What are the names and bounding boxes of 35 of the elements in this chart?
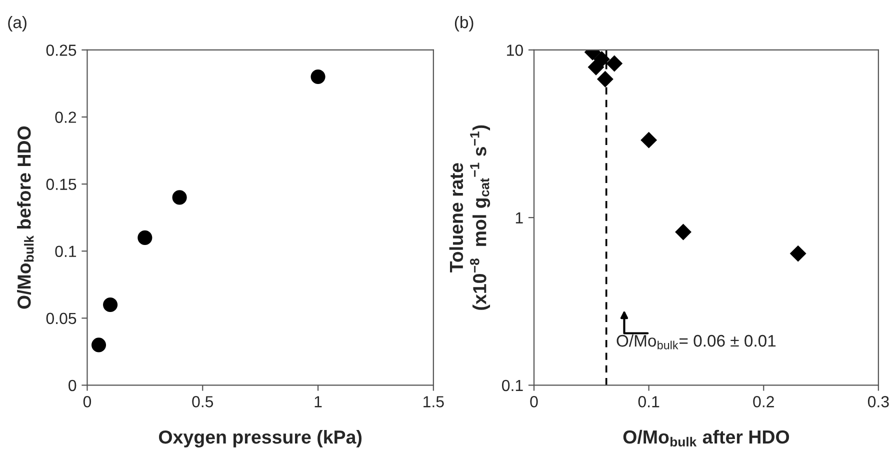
y-tick-label: 0.05: [46, 312, 76, 324]
point: [675, 224, 692, 240]
x-tick-label: 1: [314, 396, 322, 408]
point: [310, 69, 326, 84]
x-tick-label: 1.5: [424, 396, 444, 408]
point: [640, 132, 658, 148]
point: [594, 51, 610, 68]
x-tick-label: 0: [530, 396, 538, 408]
text: Toluene rate (x10$^{−8}$ mol g$_{cat}$$^{−1}$ s$^{−1}$): [449, 125, 490, 310]
point: [606, 55, 623, 72]
point: [138, 230, 152, 245]
y-tick-label: 0: [68, 380, 76, 392]
point: [91, 338, 106, 352]
y-tick-label: 10: [507, 44, 523, 56]
chart-title: (a): [8, 16, 26, 32]
y-axis-title: O/Mo$_{bulk}$ before HDO: [17, 126, 34, 309]
x-tick-label: 0.2: [753, 396, 774, 408]
x-tick-label: 0: [83, 396, 92, 408]
x-axis-title: Oxygen pressure (kPa): [158, 430, 362, 448]
y-tick-label: 0.1: [55, 246, 76, 258]
y-tick-label: 0.2: [55, 112, 76, 123]
x-tick-label: 0.1: [638, 396, 660, 408]
point: [103, 297, 118, 312]
x-axis-title: O/Mo$_{bulk}$ after HDO: [623, 430, 790, 447]
y-tick-label: 0.1: [502, 380, 523, 392]
y-tick-label: 0.25: [46, 44, 76, 56]
y-tick-label: 0.15: [46, 178, 76, 190]
y-tick-label: 1: [516, 212, 523, 224]
x-tick-label: 0.5: [192, 396, 214, 408]
point: [790, 245, 806, 262]
chart-title: (b): [454, 16, 474, 32]
point: [596, 70, 614, 88]
point: [172, 190, 187, 205]
annotation: O/Mo$_{bulk}$= 0.06 ± 0.01: [616, 334, 776, 350]
x-tick-label: 0.3: [868, 396, 889, 408]
